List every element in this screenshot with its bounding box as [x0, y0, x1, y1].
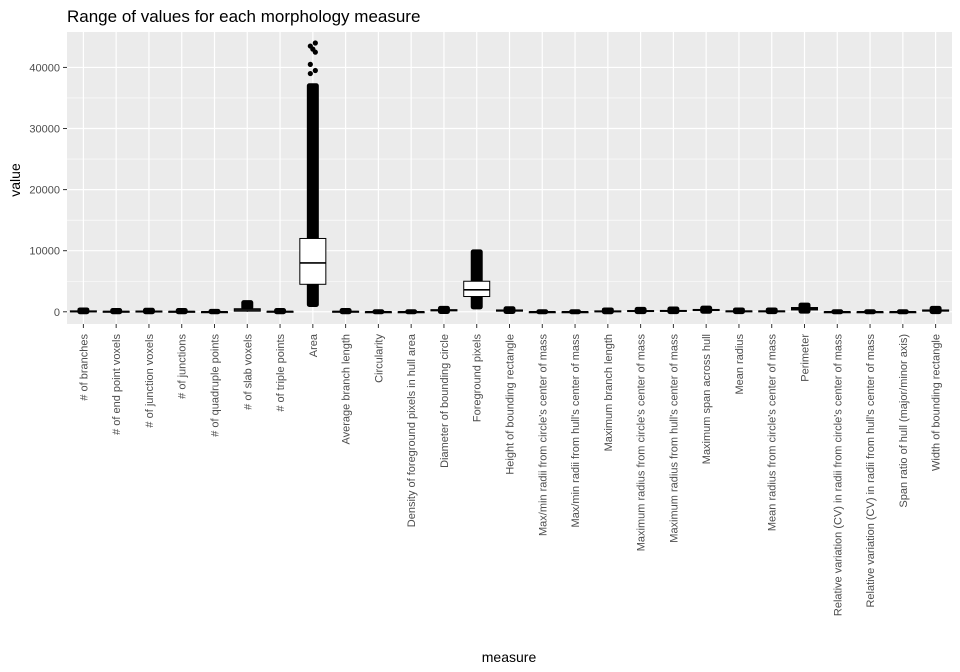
x-tick-label: Diameter of bounding circle — [439, 334, 451, 468]
box-group — [332, 308, 360, 315]
box-group — [791, 302, 818, 314]
x-tick-label: Perimeter — [800, 334, 812, 382]
box-group — [69, 307, 97, 315]
box-group — [823, 309, 851, 315]
x-tick-label: Area — [308, 333, 320, 357]
box-group — [201, 308, 228, 315]
x-tick-label: # of junction voxels — [144, 334, 156, 428]
box-group — [692, 305, 720, 314]
x-tick-label: Maximum span across hull — [701, 334, 713, 464]
outlier-point — [312, 67, 318, 74]
x-tick-label: Width of bounding rectangle — [931, 334, 943, 471]
box-group — [463, 249, 491, 310]
x-tick-label: Foreground pixels — [472, 334, 484, 423]
x-tick-label: Height of bounding rectangle — [505, 334, 517, 475]
x-tick-label: Circularity — [373, 334, 385, 383]
x-axis-title: measure — [482, 649, 537, 665]
x-tick-label: Max/min radii from hull's center of mass — [570, 334, 582, 528]
box-group — [856, 309, 884, 315]
y-tick-label: 0 — [54, 307, 60, 319]
x-tick-label: Density of foreground pixels in hull are… — [406, 333, 418, 527]
y-tick-label: 30000 — [29, 124, 60, 136]
x-tick-label: Max/min radii from circle's center of ma… — [537, 334, 549, 536]
x-tick-label: Relative variation (CV) in radii from ci… — [832, 334, 844, 617]
box-group — [659, 306, 687, 315]
x-tick-label: # of slab voxels — [242, 334, 254, 410]
box-group — [135, 307, 163, 315]
box-group — [299, 40, 327, 307]
box — [463, 280, 491, 298]
outlier-point — [307, 43, 313, 49]
x-tick-label: Maximum radius from circle's center of m… — [636, 334, 648, 552]
box-group — [430, 305, 458, 314]
x-axis: # of branches # of end point voxels # of j… — [78, 324, 943, 617]
box-group — [725, 307, 753, 315]
box-marks — [69, 40, 950, 315]
chart-title: Range of values for each morphology meas… — [67, 7, 420, 26]
box-group — [102, 308, 130, 315]
outlier-point — [307, 61, 313, 67]
box-group — [397, 309, 425, 315]
x-tick-label: # of junctions — [177, 334, 189, 399]
box-group — [266, 308, 294, 315]
x-tick-label: # of end point voxels — [111, 334, 123, 435]
x-tick-label: Maximum branch length — [603, 334, 615, 451]
outlier-point — [307, 70, 313, 77]
x-tick-label: # of quadruple points — [210, 334, 222, 437]
outlier-point — [312, 40, 318, 46]
y-tick-label: 40000 — [29, 62, 60, 74]
x-tick-label: # of branches — [78, 334, 90, 401]
box-group — [528, 309, 556, 315]
x-tick-label: Span ratio of hull (major/minor axis) — [898, 334, 910, 508]
box-group — [889, 309, 917, 315]
box-group — [594, 307, 622, 315]
y-axis-title: value — [7, 163, 23, 197]
y-tick-label: 20000 — [29, 185, 60, 197]
box-group — [758, 307, 786, 315]
gridlines — [67, 32, 952, 324]
box-group — [233, 300, 261, 312]
x-tick-label: Mean radius from circle's center of mass — [767, 334, 779, 532]
x-tick-label: Mean radius — [734, 334, 746, 395]
y-axis: 0 10000 20000 30000 40000 — [29, 62, 67, 319]
box-group — [561, 309, 589, 315]
box-group — [168, 308, 196, 315]
box-group — [496, 306, 523, 314]
box-group — [922, 305, 950, 315]
box — [299, 237, 327, 285]
x-tick-label: # of triple points — [275, 334, 287, 412]
box-group — [364, 309, 392, 315]
x-tick-label: Maximum radius from hull's center of mas… — [668, 334, 680, 543]
x-tick-label: Average branch length — [341, 334, 353, 445]
y-tick-label: 10000 — [29, 246, 60, 258]
x-tick-label: Relative variation (CV) in radii from hu… — [865, 334, 877, 608]
box-group — [627, 306, 655, 315]
